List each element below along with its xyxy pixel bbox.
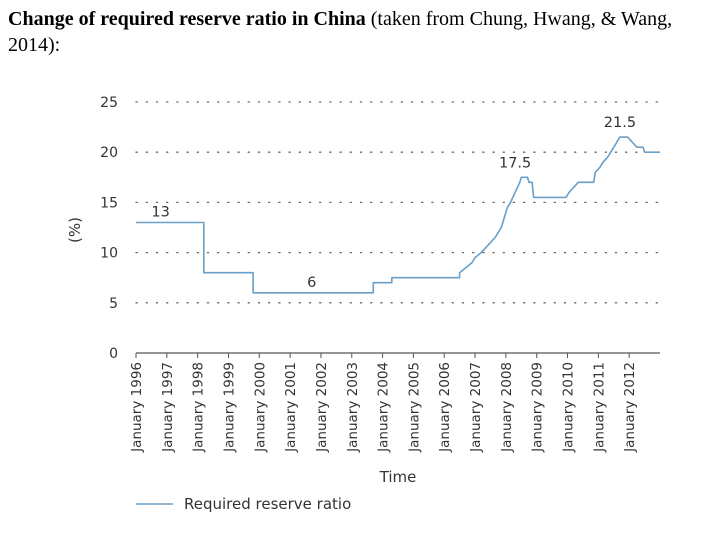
x-tick-label: January 1996 xyxy=(129,362,145,453)
legend: Required reserve ratio xyxy=(136,495,351,513)
y-tick-label: 25 xyxy=(100,95,118,111)
data-label: 13 xyxy=(151,204,169,220)
data-labels: 13 6 17.5 21.5 xyxy=(151,115,636,291)
x-tick-label: January 2012 xyxy=(622,362,638,453)
heading-bold: Change of required reserve ratio in Chin… xyxy=(8,8,366,30)
y-tick-label: 20 xyxy=(100,145,118,161)
x-tick-label: January 2008 xyxy=(499,362,515,453)
x-axis-label: Time xyxy=(379,468,417,486)
x-tick-label: January 2005 xyxy=(406,362,422,453)
y-tick-labels: 0 5 10 15 20 25 xyxy=(100,95,118,362)
x-tick-label: January 2010 xyxy=(561,362,577,453)
page-heading: Change of required reserve ratio in Chin… xyxy=(8,6,714,58)
y-tick-label: 0 xyxy=(109,346,118,362)
x-tick-label: January 1999 xyxy=(221,362,237,453)
x-tick-label: January 2007 xyxy=(468,362,484,453)
x-tick-label: January 1998 xyxy=(191,362,207,453)
x-tick-label: January 2002 xyxy=(314,362,330,453)
data-label: 21.5 xyxy=(604,115,636,131)
x-tick-label: January 2000 xyxy=(252,362,268,453)
heading-rest: (taken from Chung, Hwang, & Wang, 2014): xyxy=(8,8,673,56)
x-tick-label: January 2003 xyxy=(345,362,361,453)
y-tick-label: 5 xyxy=(109,296,118,312)
y-axis-label: (%) xyxy=(66,217,84,243)
x-tick-labels: January 1996 January 1997 January 1998 Janu… xyxy=(129,362,638,453)
series-layer xyxy=(136,136,660,294)
x-tick-label: January 1997 xyxy=(160,362,176,453)
x-tick-label: January 2004 xyxy=(376,362,392,453)
series-line-required-reserve-ratio xyxy=(136,136,660,294)
y-tick-label: 10 xyxy=(100,246,118,262)
x-tick-label: January 2011 xyxy=(591,362,607,453)
data-label: 17.5 xyxy=(499,155,531,171)
data-label: 6 xyxy=(307,275,316,291)
axes xyxy=(135,352,660,358)
y-tick-label: 15 xyxy=(100,195,118,211)
x-tick-label: January 2001 xyxy=(283,362,299,453)
x-tick-label: January 2009 xyxy=(530,362,546,453)
legend-label: Required reserve ratio xyxy=(184,495,351,513)
x-tick-label: January 2006 xyxy=(437,362,453,453)
